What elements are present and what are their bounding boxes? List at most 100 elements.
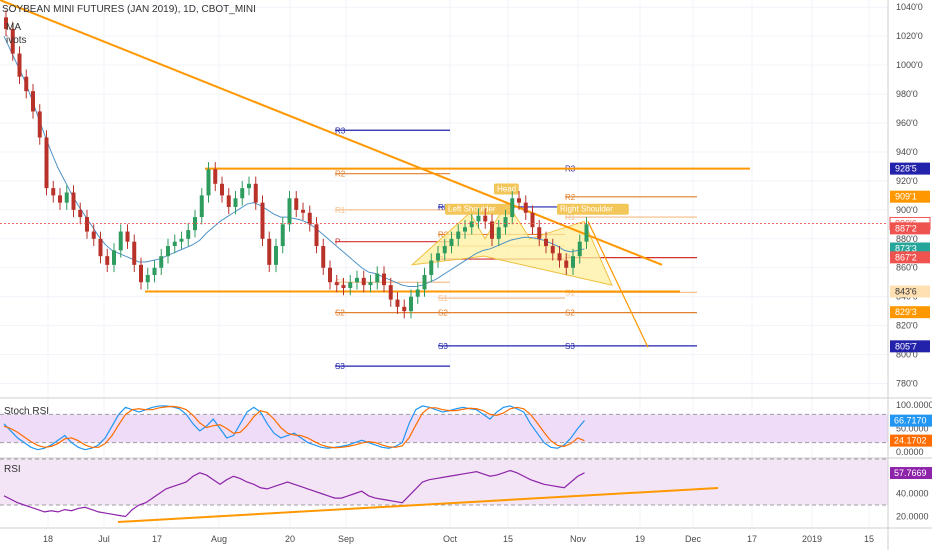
time-tick: 15 [503,534,513,544]
stoch-rsi-pane[interactable]: Stoch RSI [3,405,585,451]
price-tick: 1000'0 [896,60,923,70]
stoch-d-value-bg [890,434,932,447]
pivot-label-r3: R3 [438,203,449,212]
stoch-k-value: 66.7170 [894,416,927,426]
candle-body [537,227,542,239]
rsi-value: 57.7669 [894,468,927,478]
pivot-label-s2: S2 [565,309,575,318]
candle-body [571,256,575,268]
candle-body [456,231,461,239]
candle-body [64,192,69,203]
candle-body [348,282,353,289]
time-tick: Sep [338,534,354,544]
candle-body [17,53,22,77]
price-label: 928'5 [895,164,917,174]
time-axis[interactable]: 18 Jul 17 Aug 20 Sep Oct 15 Nov 19 Dec 17 2019 15 [43,534,874,544]
indicator-pivots-label[interactable]: ivots [6,35,27,46]
pivot-label-r2: R2 [565,193,576,202]
candle-body [112,250,116,265]
candle-body [199,195,204,218]
price-label-bg [890,340,930,353]
candle-body [166,246,170,257]
rsi-tick: 20.0000 [896,512,929,522]
candle-body [267,238,272,265]
candle-body [172,241,177,247]
candle-body [186,230,191,239]
price-label-bg [890,251,930,264]
price-tick: 1040'0 [896,2,923,12]
candle-body [44,137,49,189]
price-label: 887'2 [895,223,917,233]
pivot-label-r3: R3 [335,126,346,135]
candle-body [469,221,474,228]
candle-body [550,246,555,254]
price-label-bg [890,190,930,203]
price-tick: 780'0 [896,379,918,389]
rsi-pane[interactable]: RSI [3,464,719,523]
price-label-bg [890,162,930,175]
candle-body [31,91,35,112]
trend-lines[interactable] [0,0,750,348]
rsi-tick: 40.0000 [896,489,929,499]
time-tick: 19 [635,534,645,544]
stoch-k-line [3,405,585,451]
pattern-label-0: Left Shoulder [448,205,496,214]
candle-body [415,289,420,297]
candle-body [328,267,332,283]
candle-body [442,246,447,254]
price-tick: 960'0 [896,118,918,128]
candle-body [490,221,494,239]
candle-body [510,198,515,218]
rsi-band [0,459,888,505]
price-axis[interactable]: 1040'0 1020'0 1000'0 980'0 960'0 940'0 920'0 90… [0,2,932,522]
pattern-label-bg [557,203,629,215]
candle-body [139,264,143,283]
pivot-label-r1: R1 [565,213,576,222]
price-label: 873'3 [895,243,917,253]
candle-body [395,299,400,307]
candle-body [193,217,197,231]
price-label-bg [890,285,930,298]
rsi-value-bg [890,467,932,480]
stoch-band [0,414,888,443]
price-tick: 980'0 [896,89,918,99]
candle-body [179,238,184,242]
time-tick: 18 [43,534,53,544]
stoch-d-line [3,405,585,449]
pivot-label-r2: R2 [438,230,449,239]
candle-body [24,76,29,92]
candles [4,10,589,319]
candle-body [85,217,89,232]
price-tick: 920'0 [896,176,918,186]
price-tick: 800'0 [896,350,918,360]
candle-body [463,227,467,232]
candle-body [429,260,434,275]
pivot-label-s3: S3 [565,342,575,351]
candle-body [584,224,589,242]
candle-body [341,285,346,289]
time-tick: 15 [864,534,874,544]
price-label: 829'3 [895,307,917,317]
rsi-trend-line [117,487,719,523]
candle-body [402,306,407,312]
pivot-label-s2: S2 [438,309,448,318]
candle-body [355,277,359,283]
candle-body [280,224,285,247]
candle-body [145,274,150,283]
time-tick: Dec [685,534,702,544]
pivot-label-s1: S1 [335,278,345,287]
candle-body [368,282,373,286]
candle-body [517,198,521,203]
indicator-ma-label[interactable]: MA [6,22,21,33]
stoch-k-value-bg [890,414,932,427]
candle-body [483,215,488,222]
price-label: 867'2 [895,252,917,262]
candle-body [37,111,42,138]
price-tick: 860'0 [896,263,918,273]
candle-body [10,28,15,54]
candle-body [152,267,157,275]
candle-body [274,246,278,265]
projection-line [587,221,649,348]
